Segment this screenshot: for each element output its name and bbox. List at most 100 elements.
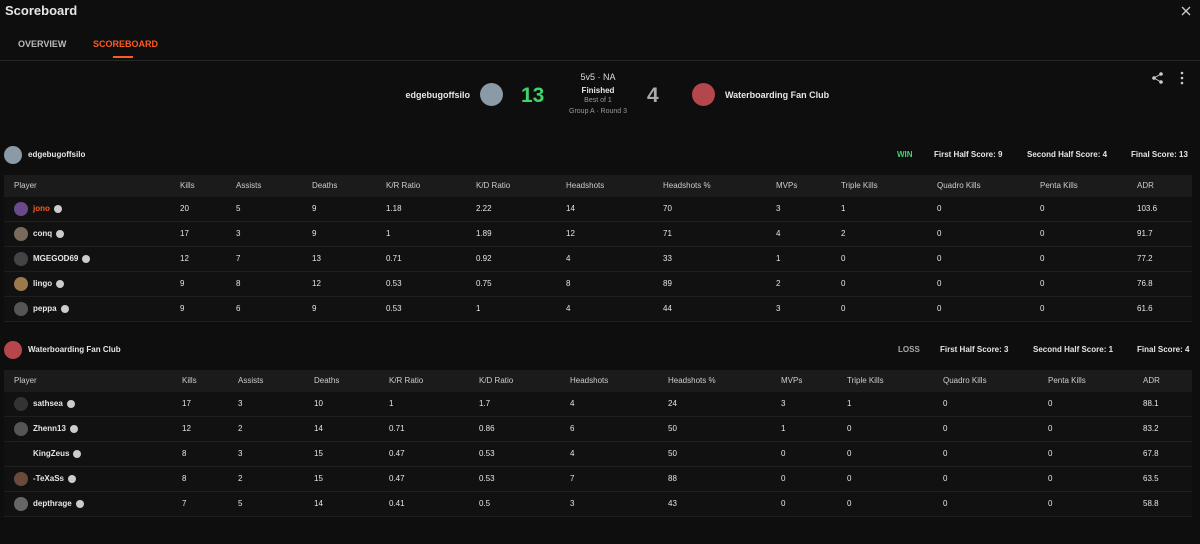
column-header: Player (14, 181, 37, 190)
stat-cell: 17 (180, 229, 189, 238)
player-avatar (14, 497, 28, 511)
stat-cell: 0 (847, 474, 852, 483)
table-row (4, 197, 1192, 222)
stat-cell: 5 (238, 499, 243, 508)
stat-cell: 8 (566, 279, 571, 288)
second-half-score: Second Half Score: 4 (1027, 150, 1108, 159)
stat-cell: 12 (312, 279, 321, 288)
tab-underline (113, 56, 133, 58)
stat-cell: 0.53 (479, 449, 495, 458)
column-header: Assists (238, 376, 264, 385)
first-half-score: First Half Score: 9 (934, 150, 1003, 159)
stat-cell: 0.41 (389, 499, 405, 508)
stat-cell: 0 (937, 229, 942, 238)
stat-cell: 0 (841, 304, 846, 313)
divider (0, 60, 1200, 61)
close-button[interactable] (1180, 5, 1192, 17)
tab-overview[interactable]: OVERVIEW (18, 39, 67, 49)
share-button[interactable] (1151, 71, 1165, 85)
stat-cell: 0 (937, 204, 942, 213)
stat-cell: 7 (236, 254, 241, 263)
stat-cell: 6 (236, 304, 241, 313)
page-title: Scoreboard (5, 3, 78, 18)
stat-cell: 0 (937, 279, 942, 288)
stat-cell: 0 (1048, 424, 1053, 433)
stat-cell: 7 (570, 474, 575, 483)
stat-cell: 0 (1048, 499, 1053, 508)
stat-cell: 0.53 (386, 304, 402, 313)
stat-cell: 8 (182, 474, 187, 483)
table-row (4, 417, 1192, 442)
stat-cell: 0 (847, 424, 852, 433)
verified-badge (75, 500, 84, 508)
stat-cell: 20 (180, 204, 189, 213)
player-name[interactable]: jono (33, 204, 50, 213)
stat-cell: 0 (1040, 204, 1045, 213)
player-name[interactable]: sathsea (33, 399, 63, 408)
column-header: Headshots % (668, 376, 716, 385)
verified-badge (66, 400, 75, 408)
stat-cell: 91.7 (1137, 229, 1153, 238)
stat-cell: 76.8 (1137, 279, 1153, 288)
player-avatar (14, 252, 28, 266)
stat-cell: 4 (570, 449, 575, 458)
stat-cell: 1 (386, 229, 391, 238)
player-name[interactable]: -TeXaSs (33, 474, 64, 483)
player-name[interactable]: KingZeus (33, 449, 70, 458)
table-header (4, 175, 1192, 197)
verified-badge (60, 305, 69, 313)
stat-cell: 2 (841, 229, 846, 238)
stat-cell: 14 (566, 204, 575, 213)
stat-cell: 9 (180, 279, 185, 288)
stat-cell: 3 (238, 449, 243, 458)
stat-cell: 12 (180, 254, 189, 263)
stat-cell: 13 (312, 254, 321, 263)
stat-cell: 8 (182, 449, 187, 458)
table-header (4, 370, 1192, 392)
player-avatar (14, 302, 28, 316)
stat-cell: 0 (1048, 449, 1053, 458)
stat-cell: 9 (180, 304, 185, 313)
player-name[interactable]: lingo (33, 279, 53, 288)
team-name: Waterboarding Fan Club (28, 345, 121, 354)
verified-badge (67, 475, 76, 483)
stat-cell: 63.5 (1143, 474, 1159, 483)
stat-cell: 2 (776, 279, 781, 288)
player-avatar (14, 472, 28, 486)
stat-cell: 1 (841, 204, 846, 213)
stat-cell: 0.75 (476, 279, 492, 288)
stat-cell: 0 (943, 474, 948, 483)
column-header: Headshots (566, 181, 605, 190)
stat-cell: 0.92 (476, 254, 492, 263)
column-header: Kills (182, 376, 197, 385)
stat-cell: 44 (663, 304, 672, 313)
second-half-score: Second Half Score: 1 (1033, 345, 1114, 354)
first-half-score: First Half Score: 3 (940, 345, 1009, 354)
match-format: Best of 1 (584, 97, 612, 104)
stat-cell: 0 (1040, 304, 1045, 313)
column-header: Penta Kills (1048, 376, 1086, 385)
team-name: edgebugoffsilo (28, 150, 86, 159)
team-result: WIN (897, 150, 913, 159)
team1-name: edgebugoffsilo (405, 90, 471, 100)
stat-cell: 3 (570, 499, 575, 508)
more-button[interactable] (1179, 71, 1185, 85)
tab-scoreboard[interactable]: SCOREBOARD (93, 39, 159, 49)
stat-cell: 7 (182, 499, 187, 508)
team2-score: 4 (647, 84, 659, 107)
table-row (4, 442, 1192, 467)
player-name[interactable]: depthrage (33, 499, 72, 508)
column-header: Quadro Kills (943, 376, 987, 385)
stat-cell: 24 (668, 399, 677, 408)
stat-cell: 15 (314, 449, 323, 458)
stat-cell: 67.8 (1143, 449, 1159, 458)
stat-cell: 0 (937, 254, 942, 263)
team1-score: 13 (521, 84, 545, 107)
player-name[interactable]: conq (33, 229, 53, 238)
stat-cell: 1 (476, 304, 481, 313)
stat-cell: 33 (663, 254, 672, 263)
column-header: K/D Ratio (476, 181, 511, 190)
player-name[interactable]: peppa (33, 304, 57, 313)
player-name[interactable]: Zhenn13 (33, 424, 66, 433)
player-name[interactable]: MGEGOD69 (33, 254, 79, 263)
